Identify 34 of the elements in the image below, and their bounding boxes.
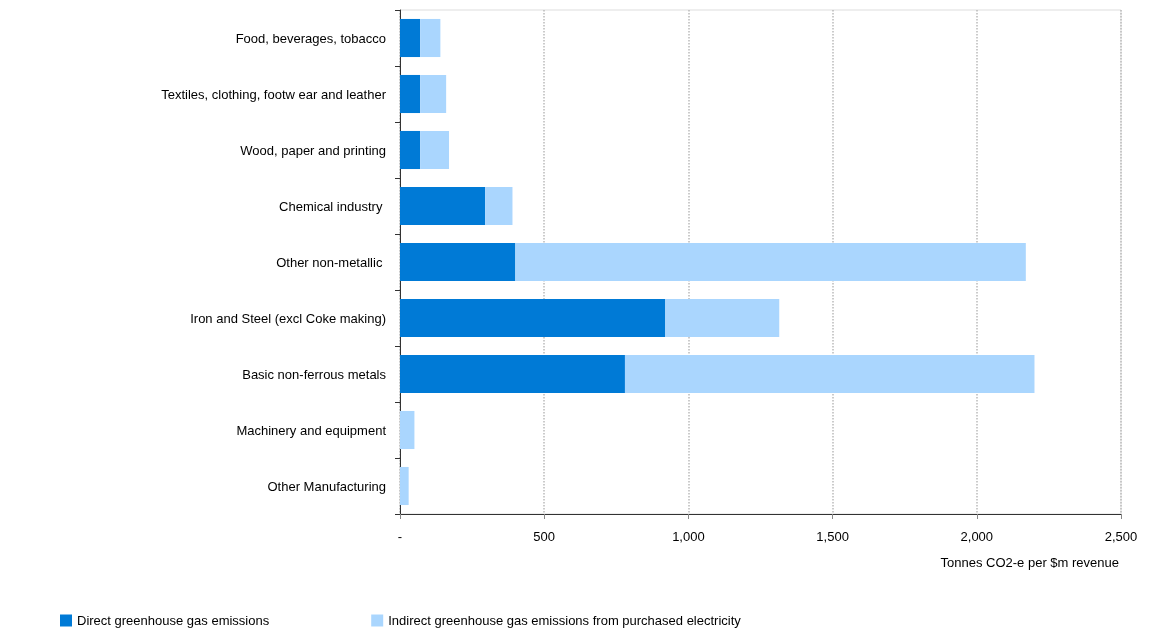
y-tick-label: Other non-metallic [276, 254, 386, 270]
bar [400, 466, 409, 506]
x-tick-label: 1,500 [816, 529, 849, 544]
bar [400, 410, 415, 450]
y-tick-label: Machinery and equipment [236, 422, 387, 438]
bar [400, 186, 486, 226]
bar [400, 18, 421, 58]
x-tick-label: 2,000 [960, 529, 994, 544]
bar [400, 242, 516, 282]
y-tick-label: Wood, paper and printing [240, 142, 386, 158]
y-tick-label: Iron and Steel (excl Coke making) [190, 310, 386, 326]
bar [400, 298, 666, 338]
bar [515, 242, 1026, 282]
y-tick-label: Basic non-ferrous metals [242, 366, 387, 382]
bar [400, 354, 625, 394]
x-tick-label: - [397, 529, 403, 544]
bar [420, 130, 450, 170]
y-tick-label: Food, beverages, tobacco [235, 30, 386, 46]
legend-label: Indirect greenhouse gas emissions from purchased electricity [388, 613, 742, 628]
x-tick-label: 1,000 [672, 529, 705, 544]
bar [420, 74, 447, 114]
bar [624, 354, 1035, 394]
bar [400, 74, 421, 114]
y-tick-label: Textiles, clothing, footw ear and leather [161, 86, 387, 102]
x-tick-label: 2,500 [1104, 529, 1138, 544]
bar [485, 186, 513, 226]
bar [400, 130, 421, 170]
bar [420, 18, 441, 58]
y-tick-label: Other Manufacturing [267, 478, 386, 494]
legend-label: Direct greenhouse gas emissions [77, 613, 270, 628]
y-tick-label: Chemical industry [279, 198, 386, 214]
x-tick-label: 500 [533, 529, 556, 544]
x-axis-title: Tonnes CO2-e per $m revenue [940, 555, 1119, 570]
bar [665, 298, 780, 338]
